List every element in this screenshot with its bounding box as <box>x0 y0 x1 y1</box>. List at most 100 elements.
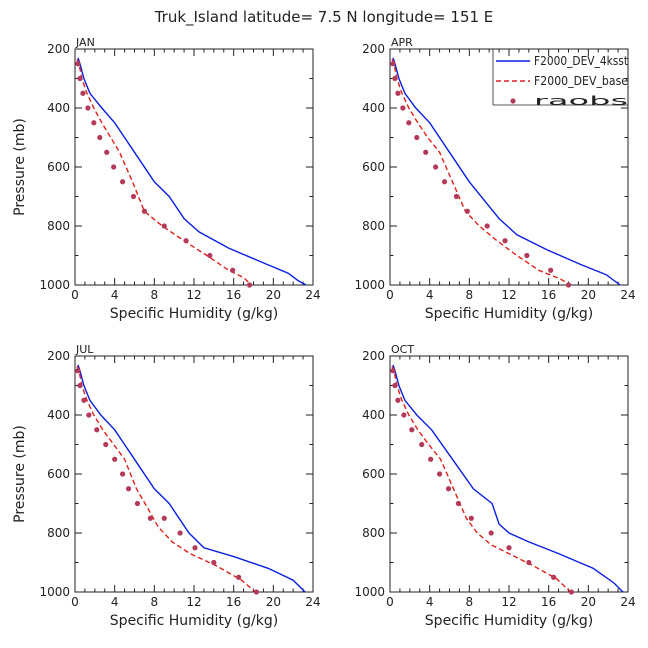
x-tick-label: 8 <box>151 595 159 609</box>
raobs-point <box>453 193 460 200</box>
x-tick-label: 0 <box>71 288 79 302</box>
y-tick-label: 600 <box>47 160 70 174</box>
x-tick-label: 24 <box>305 595 320 609</box>
x-tick-label: 24 <box>305 288 320 302</box>
x-tick-label: 12 <box>186 288 201 302</box>
raobs-point <box>445 486 452 492</box>
panel-jul: JUL 0 4 8 12 16 20 24 200 400 600 800 1000 Specific H… <box>12 343 321 629</box>
plot-frame <box>74 48 314 286</box>
x-tick-label: 24 <box>620 288 635 302</box>
panel-label: APR <box>391 36 413 49</box>
raobs-point <box>409 427 415 433</box>
plot-frame <box>74 355 314 593</box>
x-tick-label: 4 <box>111 288 119 302</box>
x-tick-label: 16 <box>541 595 556 609</box>
series-4ksst-line <box>77 364 306 593</box>
x-tick-label: 0 <box>71 595 79 609</box>
x-tick-label: 4 <box>426 288 434 302</box>
y-tick-label: 1000 <box>354 585 385 599</box>
legend-label: F2000_DEV_base <box>534 74 628 88</box>
raobs-point <box>130 193 137 200</box>
raobs-point <box>161 223 167 229</box>
raobs-point <box>551 574 557 580</box>
raobs-point <box>85 105 91 111</box>
y-tick-label: 800 <box>47 219 70 233</box>
y-tick-label: 400 <box>362 408 385 422</box>
raobs-point <box>207 252 213 259</box>
y-tick-label: 400 <box>47 101 70 115</box>
raobs-point <box>455 500 462 507</box>
x-tick-label: 16 <box>226 288 241 302</box>
x-tick-label: 8 <box>151 288 159 302</box>
legend-marker <box>510 98 516 104</box>
raobs-point <box>488 530 494 536</box>
raobs-point <box>395 90 401 96</box>
series-base-line <box>391 59 571 286</box>
raobs-point <box>161 515 167 521</box>
raobs-point <box>423 149 429 155</box>
raobs-point <box>75 61 81 67</box>
x-tick-label: 12 <box>501 288 516 302</box>
x-axis-label: Specific Humidity (g/kg) <box>425 306 593 322</box>
y-axis-label: Pressure (mb) <box>12 425 28 523</box>
y-axis-label: Pressure (mb) <box>12 118 28 216</box>
raobs-point <box>419 441 425 448</box>
raobs-point <box>392 75 398 82</box>
raobs-point <box>246 282 253 288</box>
raobs-point <box>502 238 508 244</box>
plot-frame <box>389 355 629 593</box>
x-tick-label: 4 <box>111 595 119 609</box>
x-tick-label: 4 <box>426 595 434 609</box>
y-tick-label: 400 <box>47 408 70 422</box>
raobs-point <box>183 238 189 244</box>
series-4ksst-line <box>77 57 307 286</box>
raobs-point <box>104 149 110 155</box>
raobs-point <box>568 589 575 595</box>
raobs-point <box>428 456 434 462</box>
series-base-line <box>76 366 256 593</box>
x-axis-label: Specific Humidity (g/kg) <box>425 613 593 629</box>
raobs-point <box>125 486 132 492</box>
y-tick-label: 800 <box>362 219 385 233</box>
panel-label: OCT <box>391 343 414 356</box>
raobs-point <box>484 223 490 229</box>
x-tick-label: 8 <box>466 595 474 609</box>
x-tick-label: 0 <box>386 288 394 302</box>
raobs-point <box>120 471 126 477</box>
series-base-line <box>391 366 571 593</box>
raobs-point <box>77 382 83 389</box>
y-tick-label: 600 <box>362 467 385 481</box>
raobs-point <box>120 179 126 185</box>
series-4ksst-line <box>392 364 624 593</box>
x-tick-label: 20 <box>581 288 596 302</box>
x-tick-label: 24 <box>620 595 635 609</box>
panel-label: JAN <box>75 36 95 49</box>
y-tick-label: 200 <box>47 349 70 363</box>
y-tick-label: 800 <box>362 526 385 540</box>
x-tick-label: 16 <box>226 595 241 609</box>
raobs-point <box>192 545 198 551</box>
raobs-point <box>236 574 242 580</box>
x-tick-label: 20 <box>266 595 281 609</box>
raobs-point <box>390 61 396 67</box>
y-tick-label: 200 <box>362 349 385 363</box>
x-tick-label: 0 <box>386 595 394 609</box>
x-tick-label: 12 <box>501 595 516 609</box>
raobs-point <box>468 515 474 521</box>
raobs-point <box>147 515 153 521</box>
legend-label: F2000_DEV_4ksst <box>534 54 628 68</box>
raobs-point <box>112 456 118 462</box>
panel-jan: JAN 0 4 8 12 16 20 24 200 400 600 800 1000 Specific H… <box>12 36 321 322</box>
series-4ksst-line <box>392 57 621 286</box>
legend-label: raobs <box>534 94 628 108</box>
raobs-point <box>80 90 86 96</box>
raobs-point <box>97 134 103 141</box>
raobs-point <box>406 120 412 126</box>
raobs-point <box>141 208 148 214</box>
raobs-point <box>177 530 183 536</box>
raobs-point <box>103 441 109 448</box>
y-tick-label: 200 <box>47 42 70 56</box>
y-tick-label: 600 <box>362 160 385 174</box>
